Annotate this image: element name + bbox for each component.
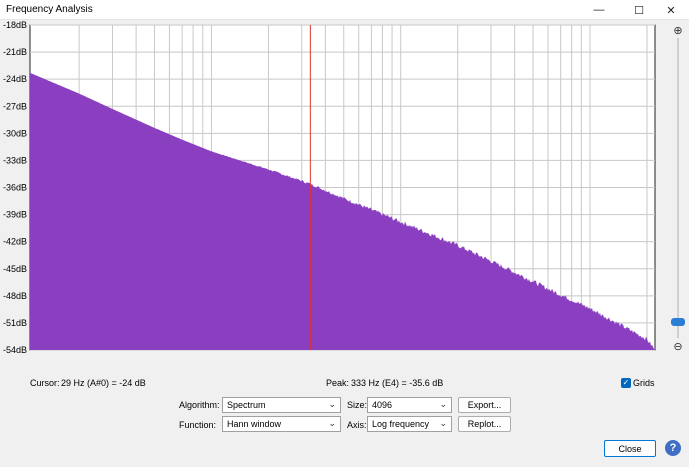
function-label: Function: <box>179 420 217 430</box>
close-button[interactable]: Close <box>604 440 656 457</box>
chevron-down-icon: ⌄ <box>328 418 336 428</box>
title-bar: Frequency Analysis — ☐ ✕ <box>0 0 689 20</box>
y-tick-label: -42dB <box>3 237 27 247</box>
y-tick-label: -18dB <box>3 20 27 30</box>
chevron-down-icon: ⌄ <box>439 418 447 428</box>
axis-label: Axis: <box>347 420 367 430</box>
window-title: Frequency Analysis <box>6 4 93 15</box>
y-tick-label: -48dB <box>3 291 27 301</box>
spectrum-area <box>30 72 655 351</box>
spectrum-chart[interactable]: -18dB -21dB -24dB -27dB -30dB -33dB -36dB -39dB… <box>0 20 689 365</box>
size-label: Size: <box>347 400 368 410</box>
chevron-down-icon: ⌄ <box>439 399 447 409</box>
cursor-label: Cursor: <box>30 378 60 388</box>
maximize-icon[interactable]: ☐ <box>634 4 644 17</box>
minimize-icon[interactable]: — <box>593 4 605 16</box>
zoom-slider-handle[interactable] <box>671 318 685 326</box>
algorithm-value: Spectrum <box>227 400 266 410</box>
y-tick-label: -39dB <box>3 210 27 220</box>
axis-select[interactable]: Log frequency ⌄ <box>367 416 452 432</box>
spectrum-plot-area: -18dB -21dB -24dB -27dB -30dB -33dB -36dB -39dB… <box>0 20 689 365</box>
replot-button[interactable]: Replot... <box>458 416 511 432</box>
y-tick-label: -54dB <box>3 345 27 355</box>
zoom-in-icon[interactable]: ⊕ <box>673 25 682 37</box>
peak-value: 333 Hz (E4) = -35.6 dB <box>351 378 444 388</box>
algorithm-select[interactable]: Spectrum ⌄ <box>222 397 341 413</box>
y-tick-label: -30dB <box>3 128 27 138</box>
y-tick-label: -51dB <box>3 318 27 328</box>
peak-label: Peak: <box>326 378 350 388</box>
function-value: Hann window <box>227 419 282 429</box>
size-value: 4096 <box>372 400 393 410</box>
grids-label: Grids <box>633 378 655 388</box>
y-tick-label: -21dB <box>3 47 27 57</box>
cursor-value: 29 Hz (A#0) = -24 dB <box>61 378 146 388</box>
axis-value: Log frequency <box>372 419 430 429</box>
y-tick-label: -24dB <box>3 74 27 84</box>
function-select[interactable]: Hann window ⌄ <box>222 416 341 432</box>
y-tick-label: -45dB <box>3 264 27 274</box>
y-tick-label: -27dB <box>3 101 27 111</box>
chevron-down-icon: ⌄ <box>328 399 336 409</box>
grids-checkbox[interactable]: ✓ <box>621 378 631 388</box>
help-icon[interactable]: ? <box>665 440 681 456</box>
y-tick-label: -33dB <box>3 155 27 165</box>
algorithm-label: Algorithm: <box>179 400 220 410</box>
y-tick-label: -36dB <box>3 183 27 193</box>
close-icon[interactable]: ✕ <box>666 4 676 17</box>
export-button[interactable]: Export... <box>458 397 511 413</box>
size-select[interactable]: 4096 ⌄ <box>367 397 452 413</box>
zoom-out-icon[interactable]: ⊖ <box>673 341 682 353</box>
